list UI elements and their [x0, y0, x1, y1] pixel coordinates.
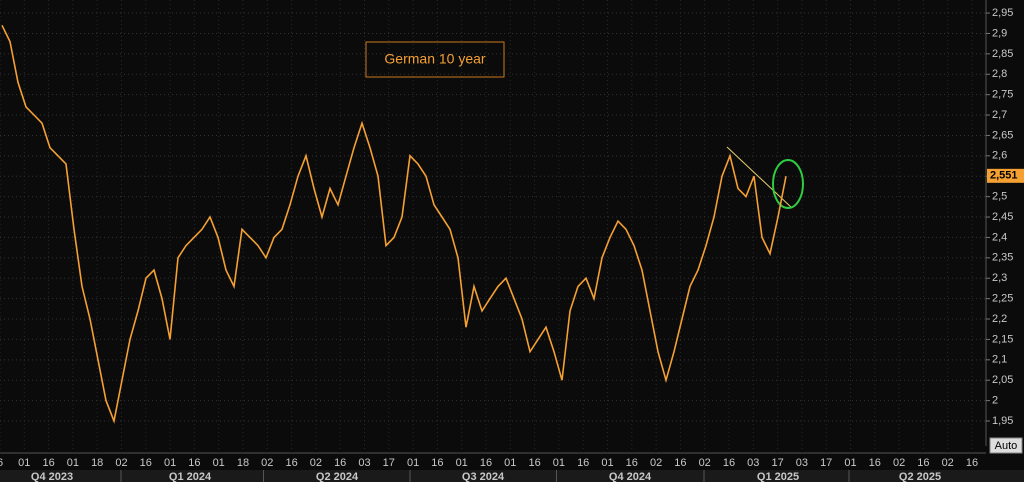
y-tick-label: 2,5	[992, 191, 1007, 203]
title-box	[365, 41, 505, 78]
x-tick-label: 16	[431, 457, 443, 469]
x-tick-label: 16	[285, 457, 297, 469]
x-tick-label: 16	[188, 457, 200, 469]
x-tick-label: 03	[747, 457, 759, 469]
quarter-label: Q2 2024	[316, 471, 359, 482]
x-tick-label: 01	[18, 457, 30, 469]
y-tick-label: 2,85	[992, 48, 1013, 60]
x-tick-label: 01	[553, 457, 565, 469]
price-line	[1, 24, 787, 424]
y-tick-label: 2,9	[992, 27, 1007, 39]
y-tick-label: 2,4	[992, 231, 1007, 243]
x-tick-label: 02	[310, 457, 322, 469]
quarter-row	[0, 470, 1024, 482]
quarter-label: Q4 2024	[609, 471, 652, 482]
x-tick-label: 16	[528, 457, 540, 469]
x-tick-label: 02	[942, 457, 954, 469]
x-tick-label: 16	[869, 457, 881, 469]
x-tick-label: 03	[358, 457, 370, 469]
x-tick-label: 18	[237, 457, 249, 469]
x-tick-label: 17	[383, 457, 395, 469]
y-tick-label: 2,15	[992, 333, 1013, 345]
x-tick-label: 16	[723, 457, 735, 469]
y-tick-label: 1,95	[992, 415, 1013, 427]
y-tick-label: 2,95	[992, 7, 1013, 19]
x-tick-label: 18	[91, 457, 103, 469]
x-tick-label: 02	[650, 457, 662, 469]
x-tick-label: 02	[699, 457, 711, 469]
x-tick-label: 16	[140, 457, 152, 469]
x-tick-label: 16	[917, 457, 929, 469]
last-price-label: 2,551	[990, 170, 1018, 182]
highlight-circle	[772, 159, 804, 209]
x-tick-label: 01	[67, 457, 79, 469]
x-tick-label: 01	[504, 457, 516, 469]
x-tick-label: 01	[456, 457, 468, 469]
x-tick-label: 03	[796, 457, 808, 469]
auto-button[interactable]	[989, 437, 1023, 454]
y-tick-label: 2,7	[992, 109, 1007, 121]
x-tick-label: 6	[0, 457, 3, 469]
x-tick-label: 02	[893, 457, 905, 469]
x-tick-label: 16	[674, 457, 686, 469]
y-tick-label: 2	[992, 395, 998, 407]
quarter-label: Q2 2025	[899, 471, 941, 482]
x-tick-label: 01	[601, 457, 613, 469]
quarter-label: Q1 2024	[169, 471, 212, 482]
y-tick-label: 2,25	[992, 293, 1013, 305]
x-tick-label: 01	[407, 457, 419, 469]
x-tick-label: 02	[115, 457, 127, 469]
chart-title: German 10 year	[384, 51, 485, 67]
y-tick-label: 2,3	[992, 272, 1007, 284]
last-price-box	[987, 168, 1024, 183]
y-tick-label: 2,75	[992, 89, 1013, 101]
x-tick-label: 16	[626, 457, 638, 469]
y-tick-label: 2,8	[992, 68, 1007, 80]
y-tick-label: 2,45	[992, 211, 1013, 223]
auto-label[interactable]: Auto	[995, 440, 1018, 452]
x-tick-label: 01	[164, 457, 176, 469]
x-tick-label: 16	[42, 457, 54, 469]
quarter-label: Q4 2023	[31, 471, 73, 482]
x-tick-label: 16	[966, 457, 978, 469]
y-tick-label: 2,65	[992, 129, 1013, 141]
quarter-label: Q3 2024	[462, 471, 505, 482]
x-tick-label: 02	[261, 457, 273, 469]
x-tick-label: 17	[820, 457, 832, 469]
x-tick-label: 01	[213, 457, 225, 469]
x-tick-label: 16	[480, 457, 492, 469]
y-tick-label: 2,35	[992, 252, 1013, 264]
x-tick-label: 16	[577, 457, 589, 469]
y-tick-label: 2,1	[992, 354, 1007, 366]
y-tick-label: 2,05	[992, 374, 1013, 386]
y-tick-label: 2,6	[992, 150, 1007, 162]
x-tick-label: 16	[334, 457, 346, 469]
x-tick-label: 01	[844, 457, 856, 469]
x-tick-label: 17	[771, 457, 783, 469]
quarter-label: Q1 2025	[757, 471, 799, 482]
y-tick-label: 2,2	[992, 313, 1007, 325]
